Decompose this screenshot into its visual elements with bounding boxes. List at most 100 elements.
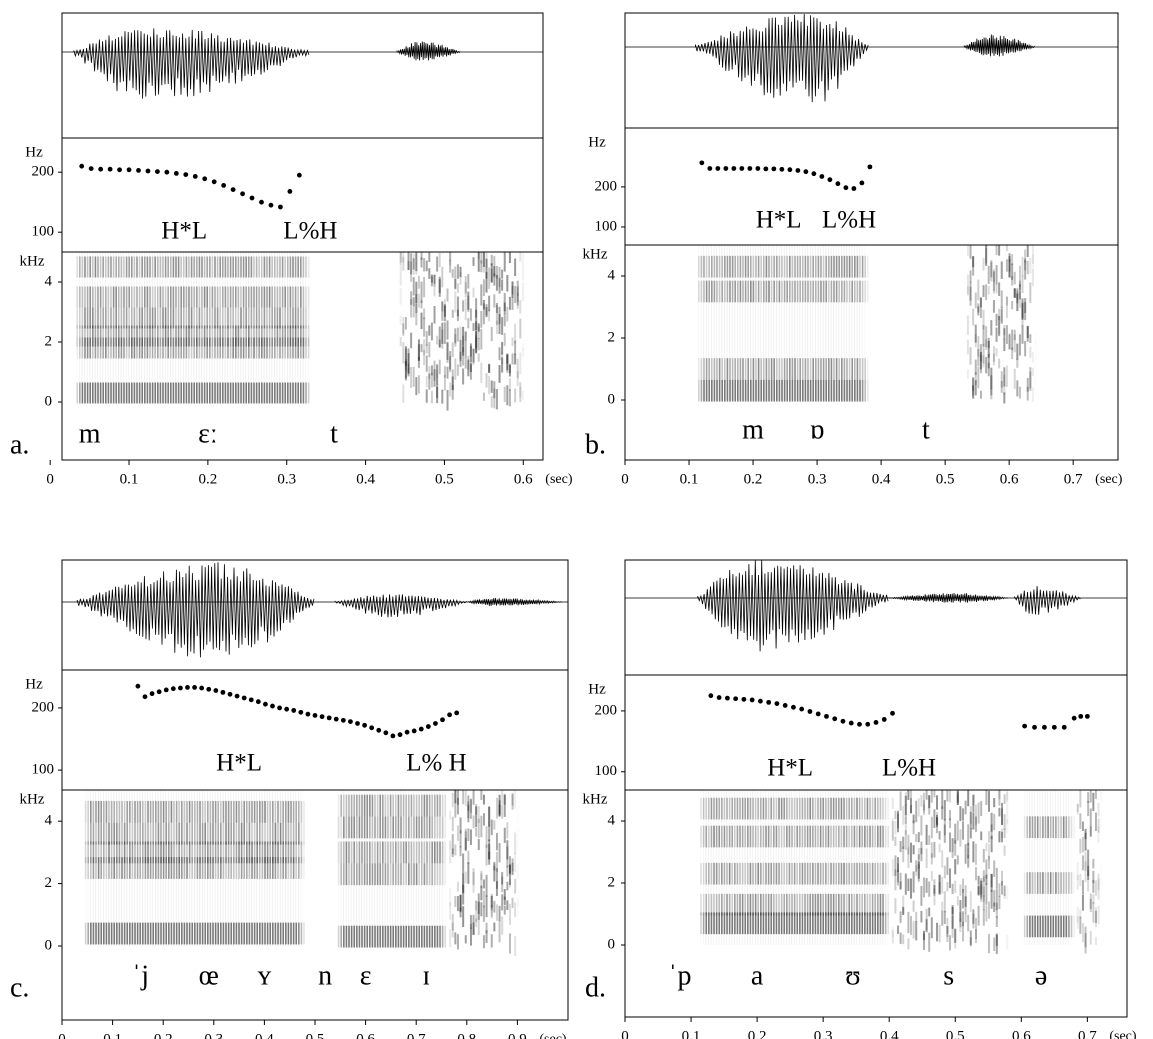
spectrogram-noise	[460, 846, 462, 856]
pitch-point	[1062, 725, 1067, 730]
spectrogram-noise	[491, 934, 493, 947]
spectrogram-noise	[1022, 303, 1024, 320]
x-tick-label: 0.6	[514, 471, 533, 487]
spectrogram-noise	[491, 907, 493, 917]
spectrogram-striation	[714, 245, 715, 400]
spectrogram-striation	[874, 790, 875, 945]
spectrogram-noise	[460, 327, 462, 340]
spectrogram-striation	[789, 790, 790, 945]
spectrogram-noise	[1077, 875, 1079, 889]
spectrogram-noise	[978, 876, 980, 885]
spectrogram-noise	[1009, 335, 1011, 350]
y-tick-label: 100	[32, 224, 55, 240]
pitch-point	[771, 166, 776, 171]
spectrogram-noise	[928, 795, 930, 815]
spectrogram-striation	[85, 790, 86, 946]
spectrogram-noise	[473, 868, 475, 885]
spectrogram-noise	[983, 258, 985, 270]
spectrogram-striation	[303, 252, 304, 402]
spectrogram-noise	[983, 310, 985, 330]
spectrogram-striation	[830, 790, 831, 945]
spectrogram-striation	[220, 790, 221, 946]
spectrogram-noise	[519, 300, 521, 314]
spectrogram-striation	[742, 790, 743, 945]
spectrogram-striation	[167, 252, 168, 402]
spectrogram-noise	[944, 800, 946, 820]
spectrogram-noise	[501, 342, 503, 354]
spectrogram-striation	[1063, 790, 1064, 945]
spectrogram-noise	[499, 314, 501, 334]
pitch-point	[206, 687, 211, 692]
spectrogram-striation	[734, 245, 735, 400]
spectrogram-noise	[421, 344, 423, 352]
spectrogram-striation	[271, 252, 272, 402]
spectrogram-noise	[920, 911, 922, 923]
spectrogram-striation	[165, 790, 166, 946]
spectrogram-striation	[89, 252, 90, 402]
spectrogram-noise	[408, 353, 410, 374]
spectrogram-noise	[941, 850, 943, 867]
spectrogram-striation	[882, 790, 883, 945]
spectrogram-noise	[1027, 261, 1029, 274]
spectrogram-striation	[139, 252, 140, 402]
spectrogram-striation	[752, 790, 753, 945]
spectrogram-noise	[517, 806, 519, 814]
pitch-point	[278, 205, 283, 210]
spectrogram-noise	[910, 805, 912, 813]
spectrogram-noise	[975, 817, 977, 832]
spectrogram-noise	[1001, 309, 1003, 322]
spectrogram-striation	[877, 790, 878, 945]
pitch-point	[890, 711, 895, 716]
x-tick-label: 0.4	[880, 1028, 899, 1039]
spectrogram-striation	[136, 252, 137, 402]
spectrogram-striation	[719, 245, 720, 400]
pitch-point	[1052, 725, 1057, 730]
spectrogram-striation	[846, 790, 847, 945]
spectrogram-noise	[946, 786, 948, 801]
y-tick-label: 2	[608, 329, 616, 345]
spectrogram-striation	[416, 790, 417, 946]
spectrogram-striation	[113, 790, 114, 946]
spectrogram-noise	[928, 835, 930, 845]
spectrogram-noise	[998, 883, 1000, 896]
spectrogram-noise	[980, 878, 982, 900]
spectrogram-noise	[1006, 325, 1008, 344]
spectrogram-noise	[996, 868, 998, 888]
spectrogram-noise	[410, 367, 412, 388]
spectrogram-noise	[1035, 340, 1037, 360]
spectrogram-striation	[768, 790, 769, 945]
spectrogram-noise	[900, 791, 902, 810]
spectrogram-noise	[452, 269, 454, 278]
spectrogram-noise	[1011, 254, 1013, 265]
spectrogram-noise	[1029, 372, 1031, 391]
spectrogram-striation	[180, 252, 181, 402]
spectrogram-striation	[249, 790, 250, 946]
spectrogram-noise	[517, 814, 519, 824]
spectrogram-noise	[483, 300, 485, 309]
spectrogram-noise	[405, 317, 407, 329]
spectrogram-striation	[210, 790, 211, 946]
spectrogram-noise	[480, 284, 482, 305]
pitch-point	[348, 719, 353, 724]
spectrogram-striation	[437, 790, 438, 946]
x-tick-label: 0.6	[356, 1031, 375, 1039]
spectrogram-noise	[905, 792, 907, 805]
spectrogram-noise	[478, 353, 480, 361]
pitch-point	[747, 166, 752, 171]
spectrogram-striation	[400, 790, 401, 946]
pitch-point	[228, 692, 233, 697]
pitch-point	[146, 169, 151, 174]
spectrogram-noise	[462, 872, 464, 893]
spectrogram-noise	[900, 841, 902, 852]
spectrogram-striation	[843, 790, 844, 945]
spectrogram-striation	[152, 790, 153, 946]
spectrogram-noise	[915, 912, 917, 922]
spectrogram-noise	[1001, 290, 1003, 307]
spectrogram-striation	[1066, 790, 1067, 945]
spectrogram-striation	[760, 245, 761, 400]
spectrogram-noise	[1014, 330, 1016, 340]
x-tick-label: 0.6	[1012, 1028, 1031, 1039]
spectrogram-striation	[773, 790, 774, 945]
spectrogram-striation	[279, 252, 280, 402]
